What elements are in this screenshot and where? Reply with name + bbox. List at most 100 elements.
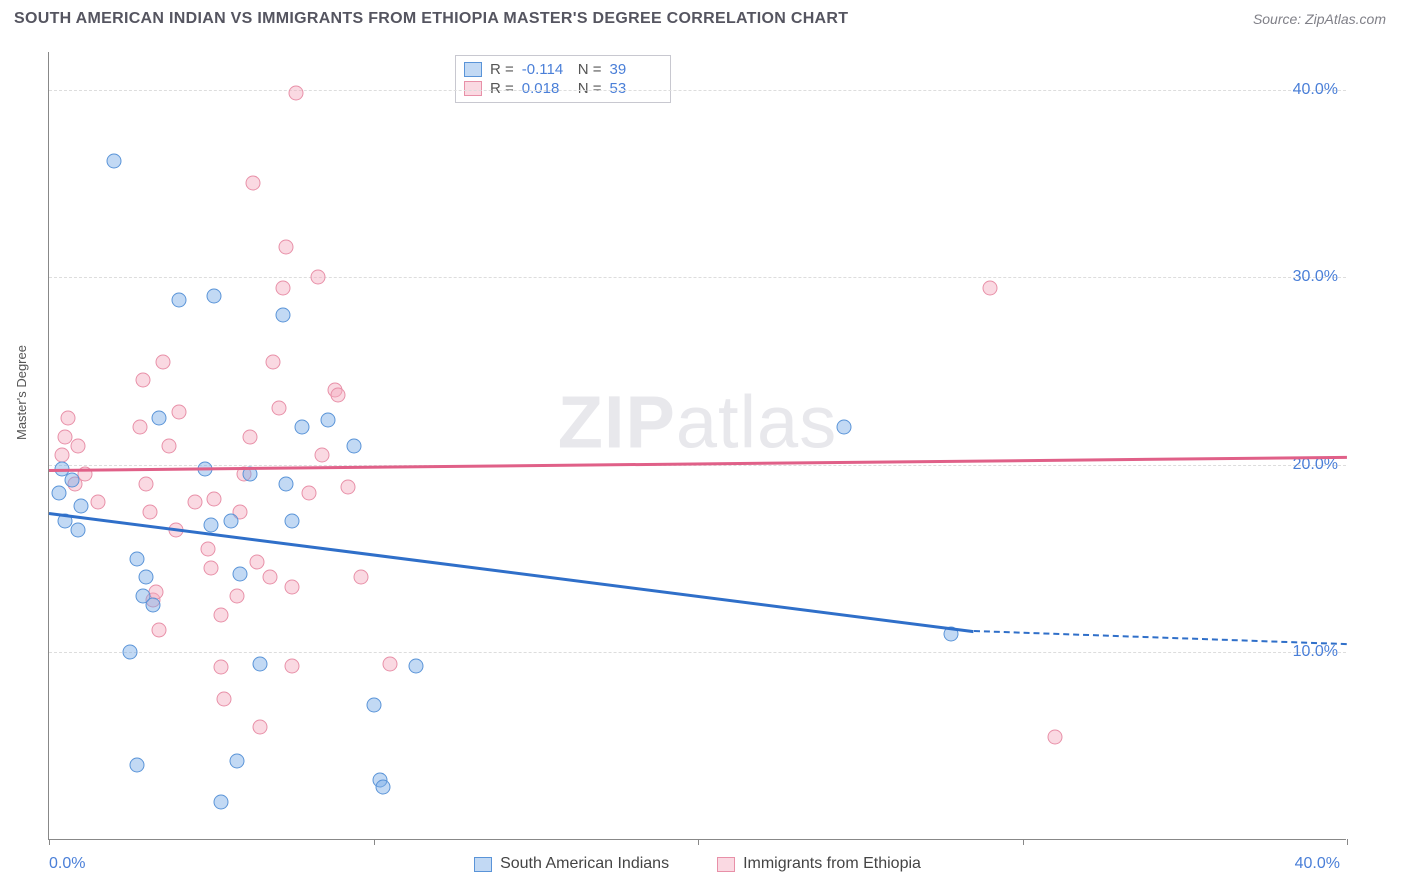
point-series2 bbox=[71, 439, 86, 454]
swatch-series1-icon bbox=[474, 857, 492, 872]
point-series2 bbox=[275, 281, 290, 296]
point-series2 bbox=[262, 570, 277, 585]
stats-box: R = -0.114 N = 39 R = 0.018 N = 53 bbox=[455, 55, 671, 103]
trendline-series1-extrap bbox=[974, 630, 1347, 645]
point-series2 bbox=[272, 401, 287, 416]
point-series2 bbox=[188, 495, 203, 510]
x-tick bbox=[1023, 839, 1024, 845]
point-series1 bbox=[152, 410, 167, 425]
point-series1 bbox=[366, 697, 381, 712]
point-series1 bbox=[213, 795, 228, 810]
legend-label-1: South American Indians bbox=[500, 855, 669, 873]
point-series2 bbox=[353, 570, 368, 585]
point-series2 bbox=[288, 86, 303, 101]
point-series1 bbox=[145, 598, 160, 613]
x-tick-label: 0.0% bbox=[49, 855, 85, 873]
legend-label-2: Immigrants from Ethiopia bbox=[743, 855, 921, 873]
swatch-series2-icon bbox=[464, 81, 482, 96]
point-series2 bbox=[983, 281, 998, 296]
point-series2 bbox=[314, 448, 329, 463]
x-tick bbox=[49, 839, 50, 845]
point-series1 bbox=[295, 420, 310, 435]
point-series1 bbox=[347, 439, 362, 454]
point-series1 bbox=[207, 288, 222, 303]
y-tick-label: 30.0% bbox=[1293, 268, 1338, 286]
x-tick bbox=[1347, 839, 1348, 845]
source-label: Source: ZipAtlas.com bbox=[1253, 11, 1386, 27]
point-series1 bbox=[376, 780, 391, 795]
x-tick bbox=[698, 839, 699, 845]
legend-item-series1: South American Indians bbox=[474, 855, 669, 873]
point-series2 bbox=[139, 476, 154, 491]
x-tick-label: 40.0% bbox=[1295, 855, 1340, 873]
point-series2 bbox=[213, 660, 228, 675]
y-tick-label: 10.0% bbox=[1293, 643, 1338, 661]
point-series2 bbox=[285, 579, 300, 594]
trendline-series2 bbox=[49, 455, 1347, 471]
point-series1 bbox=[275, 307, 290, 322]
point-series1 bbox=[204, 517, 219, 532]
point-series1 bbox=[408, 658, 423, 673]
stats-row-2: R = 0.018 N = 53 bbox=[464, 79, 658, 98]
point-series2 bbox=[61, 410, 76, 425]
x-tick bbox=[374, 839, 375, 845]
point-series2 bbox=[171, 405, 186, 420]
point-series2 bbox=[301, 485, 316, 500]
point-series2 bbox=[213, 607, 228, 622]
point-series2 bbox=[230, 589, 245, 604]
gridline bbox=[49, 90, 1346, 91]
point-series2 bbox=[382, 656, 397, 671]
point-series1 bbox=[74, 499, 89, 514]
stats-row-1: R = -0.114 N = 39 bbox=[464, 60, 658, 79]
point-series2 bbox=[155, 354, 170, 369]
point-series1 bbox=[223, 514, 238, 529]
point-series2 bbox=[204, 560, 219, 575]
point-series1 bbox=[285, 514, 300, 529]
swatch-series2-icon bbox=[717, 857, 735, 872]
point-series1 bbox=[129, 757, 144, 772]
point-series2 bbox=[243, 429, 258, 444]
point-series2 bbox=[132, 420, 147, 435]
point-series1 bbox=[123, 645, 138, 660]
point-series1 bbox=[64, 472, 79, 487]
y-tick-label: 40.0% bbox=[1293, 81, 1338, 99]
point-series2 bbox=[201, 542, 216, 557]
point-series2 bbox=[265, 354, 280, 369]
point-series1 bbox=[321, 412, 336, 427]
watermark: ZIPatlas bbox=[558, 379, 837, 464]
point-series2 bbox=[285, 658, 300, 673]
point-series1 bbox=[233, 566, 248, 581]
point-series1 bbox=[129, 551, 144, 566]
point-series2 bbox=[311, 270, 326, 285]
point-series2 bbox=[207, 491, 222, 506]
point-series2 bbox=[136, 373, 151, 388]
point-series2 bbox=[142, 504, 157, 519]
point-series2 bbox=[152, 622, 167, 637]
point-series1 bbox=[230, 754, 245, 769]
chart-title: SOUTH AMERICAN INDIAN VS IMMIGRANTS FROM… bbox=[14, 10, 848, 28]
point-series2 bbox=[90, 495, 105, 510]
point-series1 bbox=[837, 420, 852, 435]
point-series1 bbox=[139, 570, 154, 585]
point-series2 bbox=[1047, 729, 1062, 744]
legend: South American Indians Immigrants from E… bbox=[49, 855, 1346, 873]
gridline bbox=[49, 652, 1346, 653]
chart-area: ZIPatlas R = -0.114 N = 39 R = 0.018 N =… bbox=[48, 52, 1346, 840]
trendline-series1 bbox=[49, 512, 974, 633]
point-series1 bbox=[252, 656, 267, 671]
point-series2 bbox=[249, 555, 264, 570]
point-series2 bbox=[278, 240, 293, 255]
legend-item-series2: Immigrants from Ethiopia bbox=[717, 855, 921, 873]
point-series1 bbox=[278, 476, 293, 491]
point-series1 bbox=[171, 292, 186, 307]
swatch-series1-icon bbox=[464, 62, 482, 77]
y-axis-label: Master's Degree bbox=[14, 345, 29, 440]
point-series2 bbox=[246, 176, 261, 191]
point-series1 bbox=[106, 153, 121, 168]
point-series2 bbox=[217, 692, 232, 707]
point-series1 bbox=[51, 485, 66, 500]
point-series2 bbox=[340, 480, 355, 495]
point-series2 bbox=[162, 439, 177, 454]
gridline bbox=[49, 277, 1346, 278]
point-series1 bbox=[71, 523, 86, 538]
